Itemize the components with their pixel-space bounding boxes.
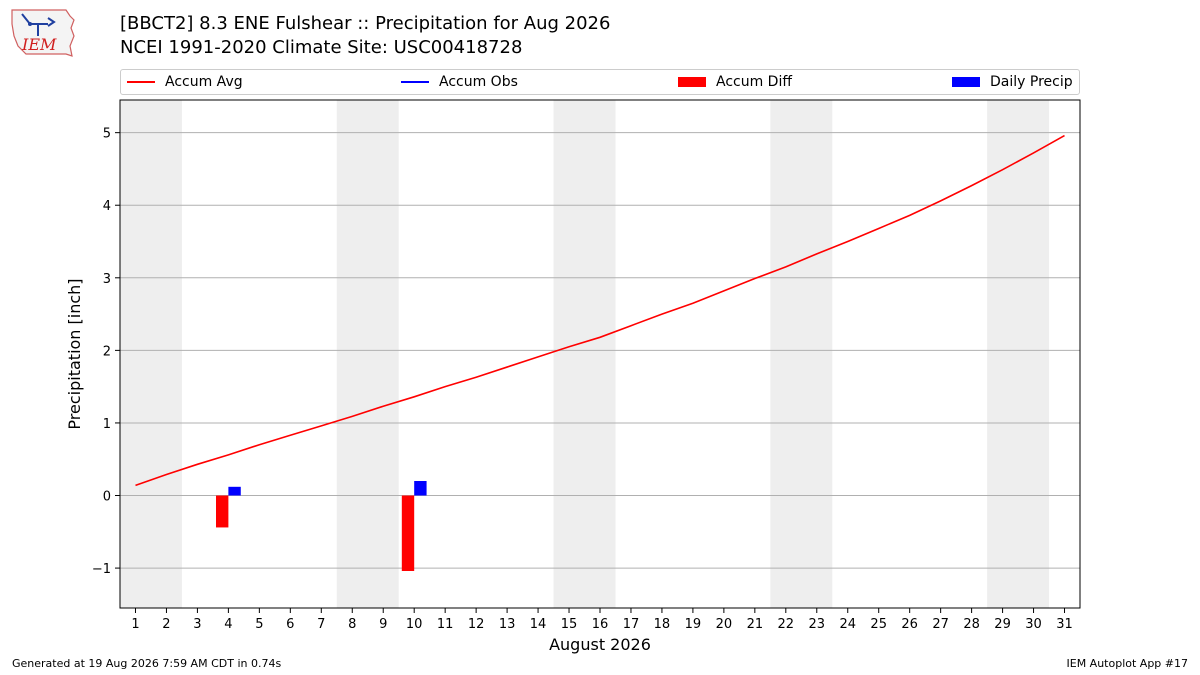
x-tick-label: 2	[162, 617, 170, 632]
x-tick-label: 3	[193, 617, 201, 632]
y-tick-label: 1	[103, 417, 111, 432]
chart-subtitle: NCEI 1991-2020 Climate Site: USC00418728	[120, 37, 523, 58]
x-tick-label: 9	[379, 617, 387, 632]
accum-diff-bar	[216, 495, 229, 528]
chart-title: [BBCT2] 8.3 ENE Fulshear :: Precipitatio…	[120, 13, 611, 34]
weather-station-icon	[21, 13, 56, 36]
x-tick-label: 10	[406, 617, 423, 632]
station-dot-icon	[28, 22, 32, 26]
x-tick-label: 11	[437, 617, 454, 632]
weekend-band	[770, 100, 833, 608]
legend-swatch-accum-avg	[127, 81, 155, 83]
x-tick-label: 23	[809, 617, 826, 632]
x-tick-label: 15	[561, 617, 578, 632]
generated-footer: Generated at 19 Aug 2026 7:59 AM CDT in …	[12, 657, 282, 670]
y-tick-label: 2	[103, 344, 111, 359]
x-tick-label: 8	[348, 617, 356, 632]
legend-swatch-accum-diff	[678, 77, 706, 87]
x-tick-label: 18	[654, 617, 671, 632]
legend-label-accum-avg: Accum Avg	[165, 74, 243, 90]
x-tick-label: 1	[131, 617, 139, 632]
legend-label-daily-precip: Daily Precip	[990, 74, 1073, 90]
x-tick-label: 13	[499, 617, 516, 632]
legend-item-accum-diff: Accum Diff	[678, 70, 792, 94]
x-tick-label: 5	[255, 617, 263, 632]
legend-label-accum-diff: Accum Diff	[716, 74, 793, 90]
legend-item-daily-precip: Daily Precip	[952, 70, 1073, 94]
x-tick-label: 16	[592, 617, 609, 632]
legend-item-accum-avg: Accum Avg	[127, 70, 243, 94]
app-footer: IEM Autoplot App #17	[1066, 657, 1189, 670]
x-tick-label: 22	[778, 617, 795, 632]
x-tick-label: 14	[530, 617, 547, 632]
legend-label-accum-obs: Accum Obs	[439, 74, 518, 90]
x-tick-label: 7	[317, 617, 325, 632]
y-tick-label: 5	[103, 127, 111, 142]
logo-text: IEM	[21, 35, 57, 54]
weekend-band	[553, 100, 616, 608]
accum-diff-bar	[401, 495, 415, 571]
legend-item-accum-obs: Accum Obs	[401, 70, 518, 94]
x-tick-label: 12	[468, 617, 485, 632]
x-tick-label: 27	[932, 617, 949, 632]
x-tick-label: 20	[716, 617, 733, 632]
daily-precip-bar	[228, 486, 241, 496]
iem-logo: IEM	[11, 9, 75, 57]
weekend-band	[336, 100, 399, 608]
y-tick-label: 3	[103, 272, 111, 287]
x-tick-label: 26	[901, 617, 918, 632]
legend-swatch-daily-precip	[952, 77, 980, 87]
x-tick-label: 25	[870, 617, 887, 632]
y-tick-label: 4	[103, 199, 111, 214]
legend-swatch-accum-obs	[401, 81, 429, 83]
x-tick-label: 19	[685, 617, 702, 632]
y-axis-label: Precipitation [inch]	[65, 278, 84, 429]
x-tick-label: 30	[1025, 617, 1042, 632]
x-tick-label: 4	[224, 617, 232, 632]
x-tick-label: 29	[994, 617, 1011, 632]
y-tick-label: −1	[92, 562, 111, 577]
x-tick-label: 6	[286, 617, 294, 632]
daily-precip-bar	[414, 481, 427, 496]
x-tick-label: 24	[839, 617, 856, 632]
y-tick-label: 0	[103, 490, 111, 505]
x-tick-label: 21	[747, 617, 764, 632]
x-tick-label: 17	[623, 617, 640, 632]
x-tick-label: 28	[963, 617, 980, 632]
weekend-band	[120, 100, 182, 608]
weekend-band	[987, 100, 1050, 608]
x-tick-label: 31	[1056, 617, 1073, 632]
accum-avg-line	[135, 134, 1065, 487]
x-axis-label: August 2026	[549, 635, 651, 654]
legend: Accum Avg Accum Obs Accum Diff Daily Pre…	[120, 69, 1080, 95]
